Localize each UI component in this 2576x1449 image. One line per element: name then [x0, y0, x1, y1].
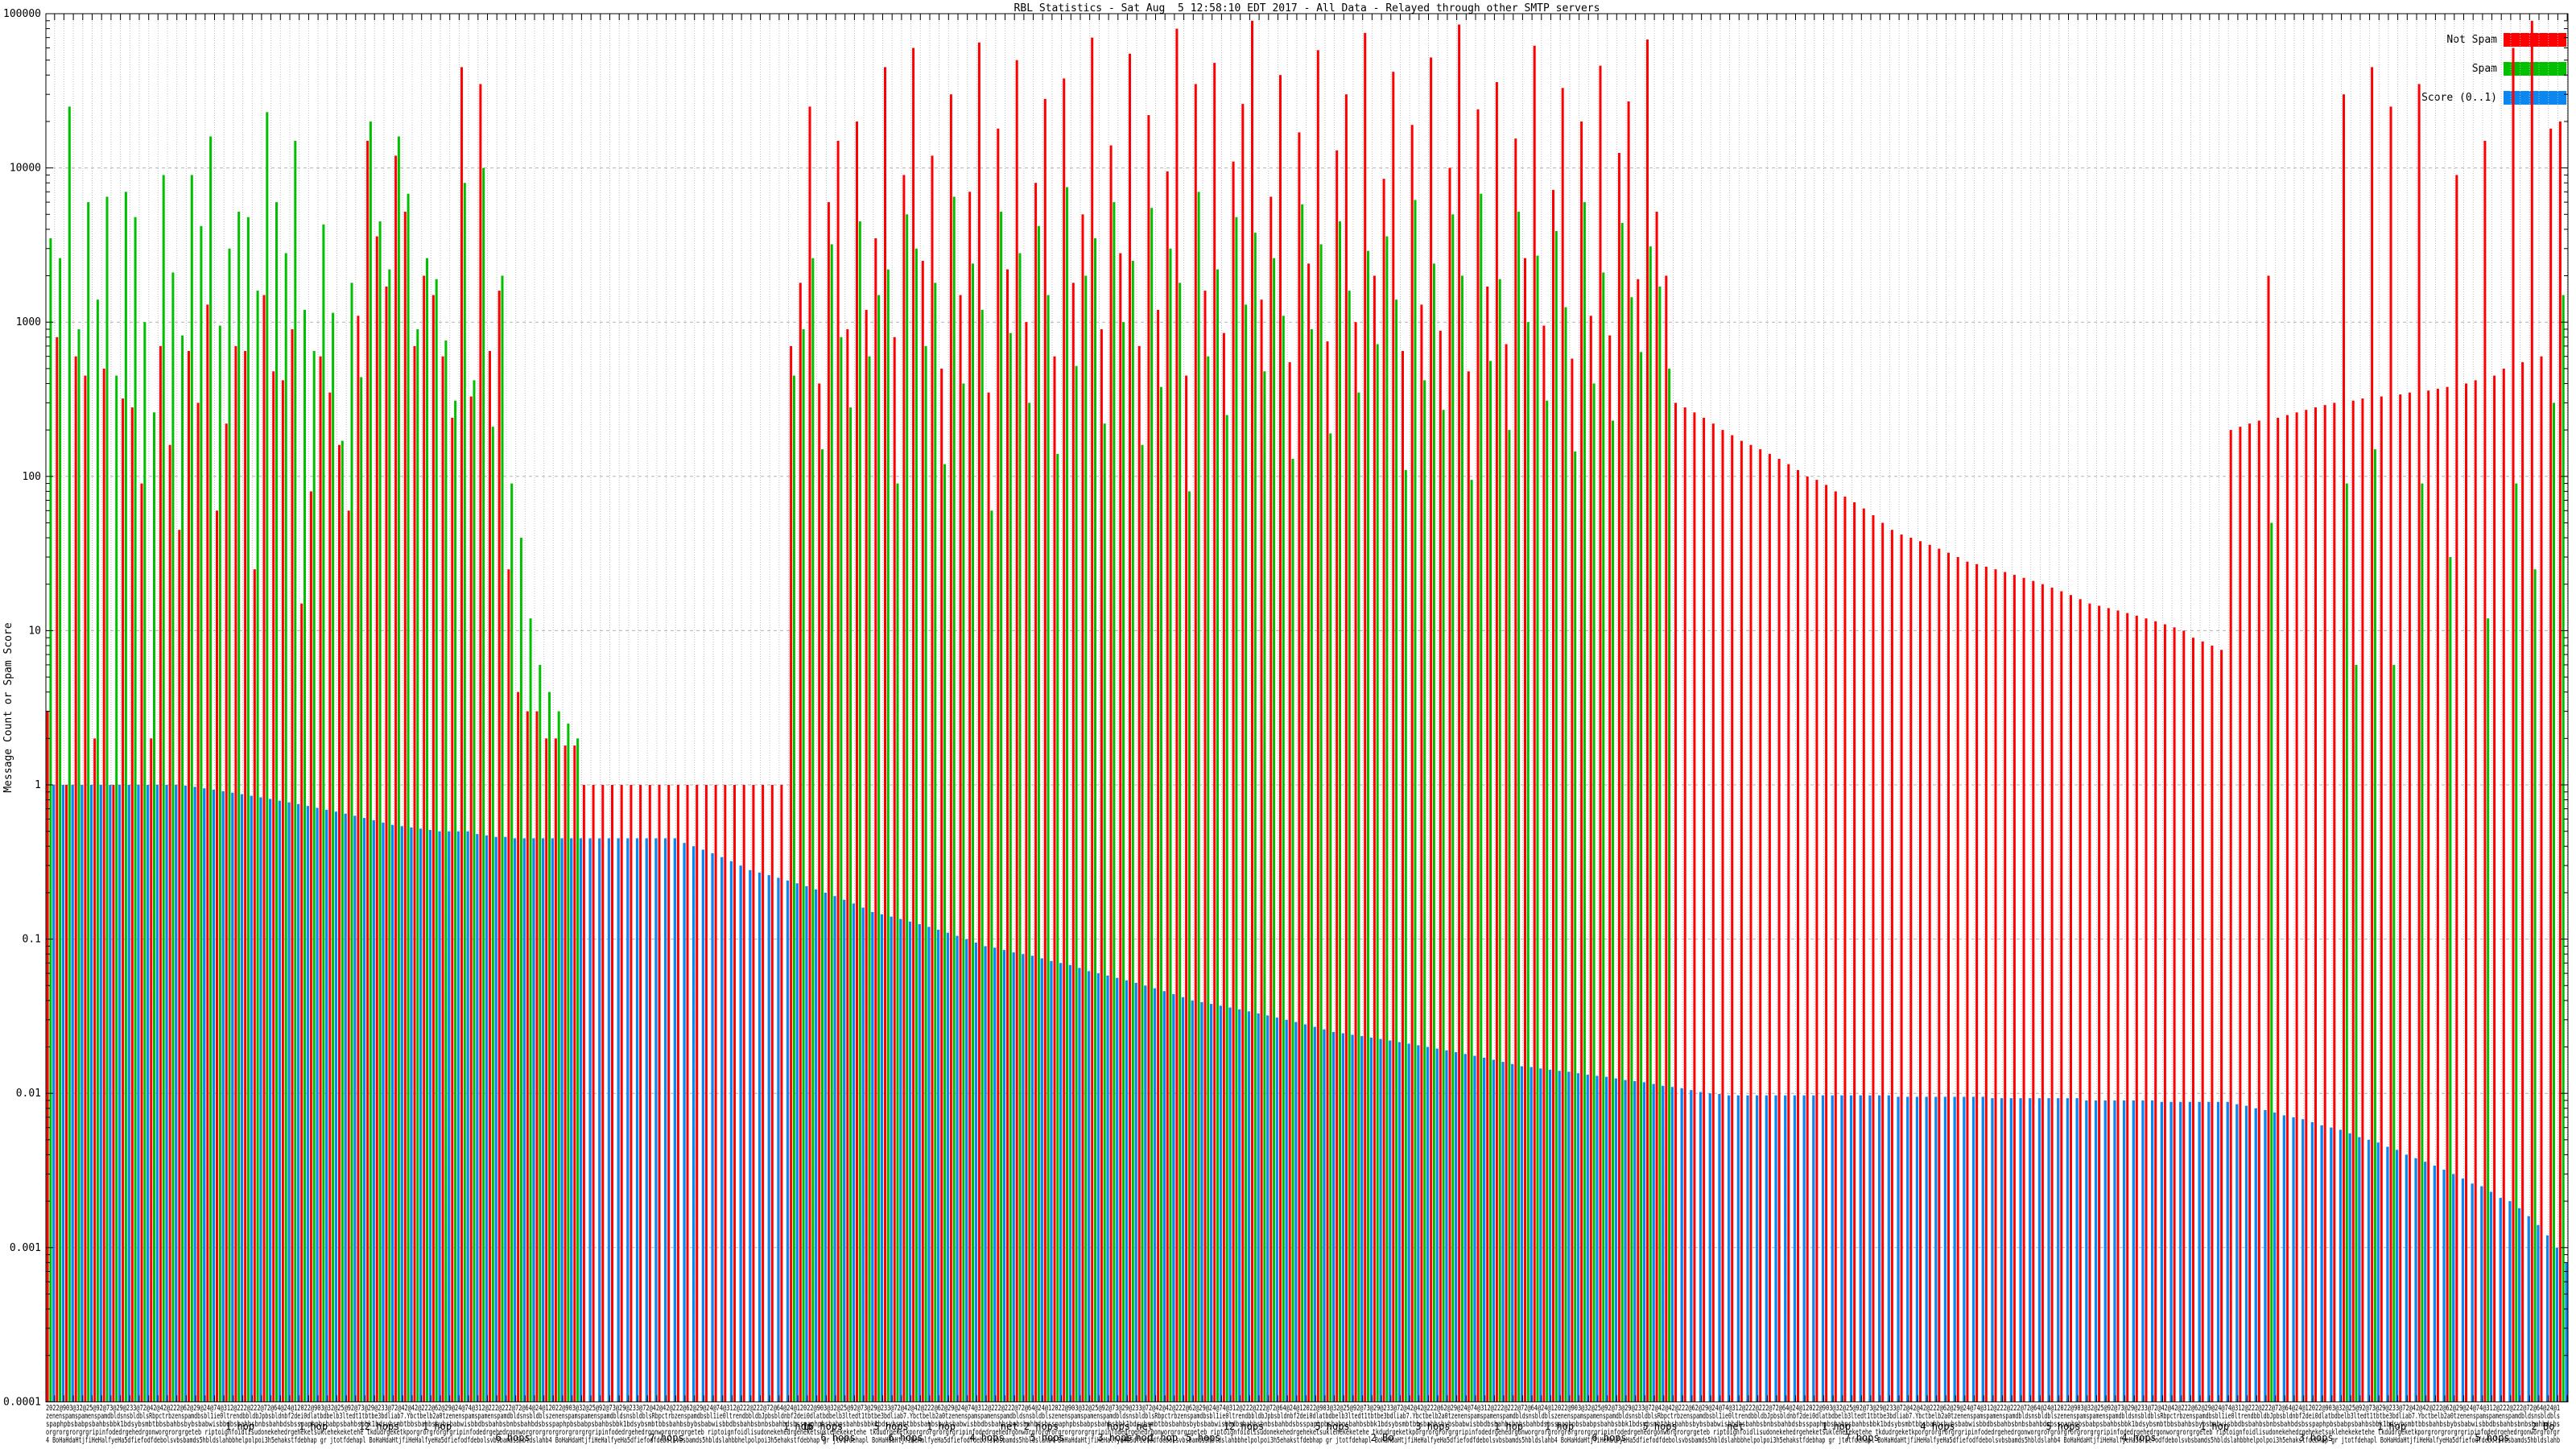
- hops-label: 5 hops: [1030, 1432, 1064, 1443]
- hops-label: 7 hops: [649, 1432, 683, 1443]
- hops-label: 5 hops: [2046, 1421, 2080, 1432]
- legend-label-spam: Spam: [2471, 63, 2497, 75]
- hops-label: 1 hop: [783, 1421, 812, 1432]
- svg-text:1: 1: [35, 779, 41, 791]
- hops-label: 3 hops: [1097, 1432, 1132, 1443]
- hops-label: net 2 hops: [1001, 1421, 1059, 1432]
- hops-label: 1 hop: [225, 1421, 254, 1432]
- y-tick-labels: 100000 10000 1000 100 10 1 0.1 0.01 0.001 0.0001: [3, 8, 41, 1408]
- hops-label: 5 hops: [2475, 1432, 2509, 1443]
- svg-text:0.001: 0.001: [10, 1242, 41, 1254]
- svg-text:0.0001: 0.0001: [3, 1396, 41, 1408]
- hops-label: 1 hop: [1494, 1421, 1523, 1432]
- hops-label: 6 hops: [1591, 1432, 1626, 1443]
- hops-label: 12 hops: [1224, 1421, 1265, 1432]
- svg-text:0.01: 0.01: [16, 1088, 41, 1100]
- y-axis-title: Message Count or Spam Score: [2, 622, 14, 792]
- hops-label: 6 hops: [820, 1432, 855, 1443]
- hops-label: 1 hop: [1124, 1432, 1153, 1443]
- hops-label: 4 hops: [1920, 1421, 1955, 1432]
- x-label-garble-row: 4 BoHaHdaHtjfiHeHalfyeHa5dfiefodfdebolsv…: [46, 1436, 2560, 1445]
- bars-spam: [49, 106, 2565, 1402]
- legend-swatch-spam: [2504, 62, 2566, 76]
- hops-label: 1 hop: [2200, 1421, 2229, 1432]
- x-ticks: [54, 14, 2568, 1402]
- hops-label: 4 hops: [969, 1432, 1004, 1443]
- bars-score-0-1-: [52, 785, 2568, 1402]
- hops-label: 2 Bo: [2532, 1421, 2555, 1432]
- hops-label: net: [1727, 1421, 1744, 1432]
- x-tick-labels: 2022@903@32@25@92@73@29@233@72@42@42@222…: [46, 1404, 2560, 1445]
- svg-text:10000: 10000: [10, 163, 41, 175]
- hops-label: 1 hop: [423, 1421, 452, 1432]
- legend-label-not-spam: Not Spam: [2446, 34, 2497, 46]
- x-label-garble-row: zenenspamspamenspamdbldsnsbldblsRbpctrbz…: [46, 1412, 2560, 1421]
- hops-label: 1 hop: [927, 1421, 956, 1432]
- hops-label: 5 hops: [1186, 1432, 1220, 1443]
- decade-gridlines: [46, 167, 2568, 1249]
- svg-text:100000: 100000: [3, 8, 41, 20]
- hops-label: 3 hops: [1415, 1421, 1450, 1432]
- hops-label: 1 hop: [2377, 1421, 2406, 1432]
- hops-label: 6 hops: [495, 1432, 530, 1443]
- plot-border: [45, 13, 2569, 1402]
- y-ticks: [46, 13, 2568, 1402]
- hops-label: hops net: [1107, 1421, 1154, 1432]
- hops-label: 2 Bo: [1371, 1432, 1394, 1443]
- hops-label: 5 hops: [1642, 1421, 1677, 1432]
- hops-label: 1 hop: [299, 1421, 328, 1432]
- hops-label: 16 hops: [803, 1421, 844, 1432]
- hops-label: 5 hops: [1315, 1421, 1349, 1432]
- hops-label: 3 hops: [2298, 1432, 2333, 1443]
- legend-swatch-score: [2504, 91, 2566, 105]
- legend: Not Spam Spam Score (0..1): [2421, 33, 2566, 120]
- svg-text:10: 10: [28, 625, 41, 637]
- x-label-garble-row: spaphpbsbabpsbahbsbbk1bdsybsmbtbbsbahbsb…: [46, 1420, 2560, 1429]
- hops-label: 4 hops: [2121, 1432, 2156, 1443]
- legend-swatch-not-spam: [2504, 33, 2566, 47]
- hops-label: 5 hops: [873, 1421, 908, 1432]
- svg-text:1000: 1000: [16, 316, 41, 328]
- svg-text:0.1: 0.1: [23, 934, 41, 946]
- hops-label: 1 hop: [1822, 1421, 1851, 1432]
- hops-label: 1 hop: [1149, 1432, 1178, 1443]
- hops-label: 12 hops: [359, 1421, 400, 1432]
- bars-not-spam: [46, 20, 2562, 1402]
- chart-title: RBL Statistics - Sat Aug 5 12:58:10 EDT …: [1013, 2, 1600, 14]
- legend-entry-spam: Spam: [2421, 62, 2566, 76]
- x-label-garble-row: orgrorgrorgrgripinfodedrgehedrgonworgror…: [46, 1428, 2560, 1437]
- x-label-garble-row: 2022@903@32@25@92@73@29@233@72@42@42@222…: [46, 1404, 2560, 1413]
- legend-entry-not-spam: Not Spam: [2421, 33, 2566, 47]
- hops-label: 1 hop: [1545, 1421, 1574, 1432]
- hops-label: 6 hops: [888, 1432, 923, 1443]
- hops-label: 7 hops: [1844, 1432, 1879, 1443]
- svg-text:100: 100: [23, 471, 41, 483]
